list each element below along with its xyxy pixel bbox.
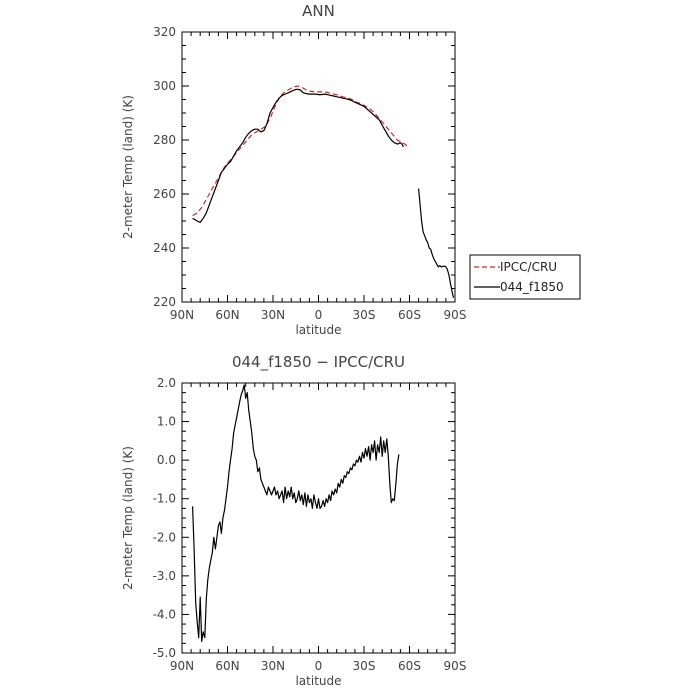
y-tick-label: 2.0 [157,376,176,390]
x-tick-label: 90S [444,659,467,673]
x-tick-label: 60N [215,308,239,322]
y-tick-label: 280 [153,133,176,147]
y-tick-label: -1.0 [153,492,176,506]
x-tick-label: 60S [398,659,421,673]
x-tick-label: 0 [315,308,323,322]
x-tick-label: 30N [261,659,285,673]
x-tick-label: 30N [261,308,285,322]
y-tick-label: 320 [153,25,176,39]
x-axis-label: latitude [295,674,341,688]
x-tick-label: 60N [215,659,239,673]
y-tick-label: -5.0 [153,646,176,660]
legend-label: IPCC/CRU [500,260,557,274]
y-tick-label: 0.0 [157,453,176,467]
x-tick-label: 90N [170,659,194,673]
legend: IPCC/CRU 044_f1850 [469,254,581,300]
legend-box [469,254,581,300]
plot-frame [181,31,456,303]
chart-panel-1: ANN 90N 60N 30N 0 30S 60S 90S 220 240 260 280 300 320… [121,2,581,337]
x-tick-label: 90N [170,308,194,322]
chart-title: ANN [302,2,335,20]
series-line-044-f1850 [418,188,455,299]
y-tick-label: -3.0 [153,569,176,583]
y-axis-label: 2-meter Temp (land) (K) [121,95,135,239]
y-axis-label: 2-meter Temp (land) (K) [121,446,135,590]
y-tick-label: 300 [153,79,176,93]
y-tick-label: 220 [153,295,176,309]
legend-label: 044_f1850 [500,280,564,294]
series-line-044-f1850 [192,384,400,642]
y-tick-label: 260 [153,187,176,201]
x-tick-label: 90S [444,308,467,322]
series-line-044-f1850 [192,88,404,223]
x-tick-label: 0 [315,659,323,673]
chart-panel-2: 044_f1850 − IPCC/CRU 90N 60N 30N 0 30S 60S 90S -… [121,353,466,688]
x-tick-label: 60S [398,308,421,322]
y-tick-label: 240 [153,241,176,255]
chart-title: 044_f1850 − IPCC/CRU [232,353,405,372]
y-tick-label: -2.0 [153,530,176,544]
x-tick-label: 30S [353,659,376,673]
x-axis-label: latitude [295,323,341,337]
x-tick-label: 30S [353,308,376,322]
y-tick-label: 1.0 [157,415,176,429]
y-tick-label: -4.0 [153,607,176,621]
series-line-ipcc-cru [192,85,409,217]
